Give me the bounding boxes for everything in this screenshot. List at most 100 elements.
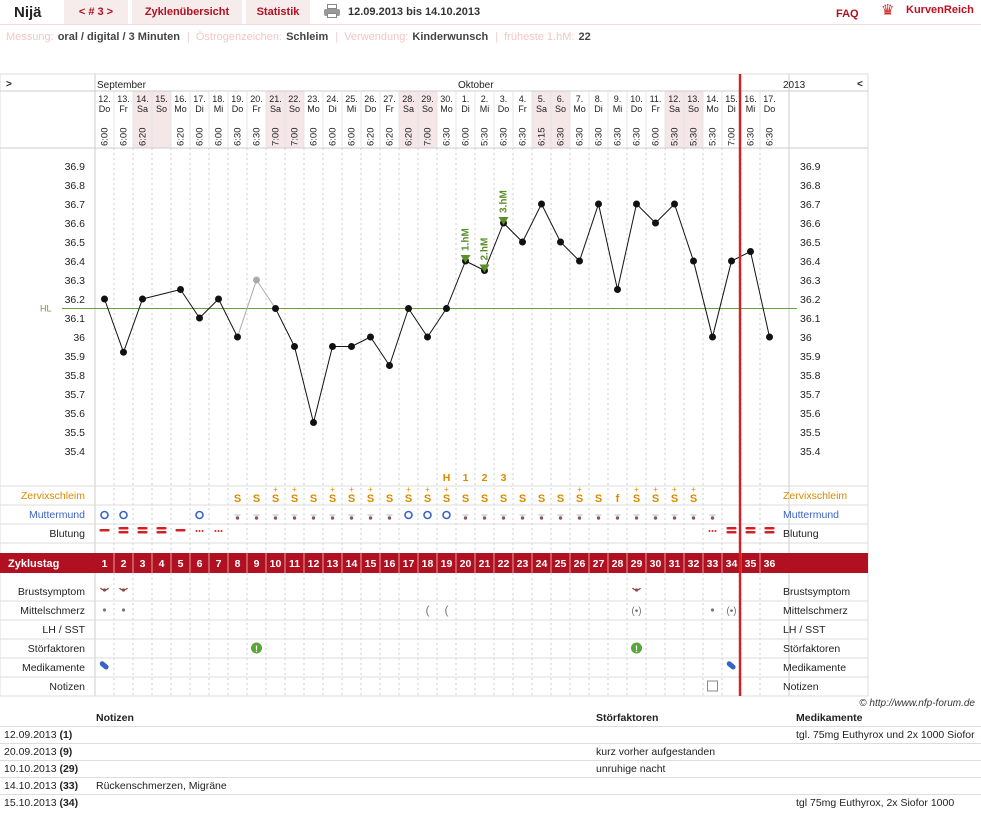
note-day: (34) — [59, 797, 79, 810]
medication-icon — [726, 661, 736, 670]
y-tick-label-right: 35.9 — [800, 351, 821, 363]
temp-point — [101, 295, 108, 303]
time-label: 6:30 — [556, 128, 567, 147]
nav-right-button[interactable]: < — [857, 79, 863, 90]
weekday-label: Di — [461, 104, 470, 114]
weekday-label: Mi — [347, 104, 357, 114]
mucus-plus: + — [577, 485, 582, 494]
cycle-day-number: 5 — [178, 558, 184, 570]
weekday-label: Do — [232, 104, 244, 114]
spotting-dot — [201, 530, 204, 532]
date-label: 16. — [174, 94, 187, 104]
date-label: 21. — [269, 94, 282, 104]
spotting-dot — [711, 530, 714, 532]
table-row: 20.09.2013 (9) kurz vorher aufgestanden — [0, 743, 981, 761]
weekday-label: Di — [727, 104, 736, 114]
date-range: 12.09.2013 bis 14.10.2013 — [348, 6, 481, 18]
factor-icon — [251, 642, 262, 654]
time-label: 6:00 — [461, 128, 472, 147]
cycle-day-number: 7 — [216, 558, 222, 570]
cycle-day-number: 1 — [102, 558, 108, 570]
pain-left-icon: ( — [426, 603, 430, 617]
temp-line — [256, 279, 276, 309]
weekday-label: Fr — [385, 104, 394, 114]
weekday-label: Mo — [174, 104, 187, 114]
chart-frame — [0, 73, 869, 697]
temp-point — [215, 295, 222, 303]
time-label: 6:30 — [575, 128, 586, 147]
date-label: 18. — [212, 94, 225, 104]
cycle-day-number: 8 — [235, 558, 241, 570]
high-marker-label: 1.hM — [461, 228, 472, 251]
cervix-dot-icon — [634, 516, 639, 520]
note-text — [92, 743, 592, 761]
y-tick-label: 36.8 — [65, 180, 86, 192]
bleeding-bar — [175, 529, 186, 532]
temp-line — [237, 279, 257, 338]
cycle-day-bar — [0, 553, 868, 573]
spotting-dot — [214, 530, 217, 532]
cycle-day-number: 2 — [121, 558, 127, 570]
tab-cycle-overview[interactable]: Zyklenübersicht — [132, 0, 242, 24]
peak-label: 2 — [482, 472, 488, 484]
temp-line — [712, 260, 732, 338]
brand-logo: KurvenReich — [906, 4, 974, 16]
cervix-open-icon — [100, 510, 109, 520]
date-label: 22. — [288, 94, 301, 104]
measure-key: Messung: — [6, 31, 54, 43]
weekend-shade — [399, 91, 418, 148]
bleeding-bar — [99, 529, 110, 532]
cervix-dot-icon — [311, 516, 316, 520]
temp-point — [747, 248, 754, 255]
cervix-dot-icon — [501, 516, 506, 520]
nav-left-button[interactable]: > — [6, 79, 12, 90]
temp-line — [617, 203, 637, 290]
cycle-day-number: 28 — [612, 558, 624, 570]
bleeding-bar — [764, 531, 775, 534]
cycle-day-number: 14 — [346, 558, 358, 570]
date-label: 17. — [193, 94, 206, 104]
temp-line — [351, 336, 371, 347]
cycle-day-number: 33 — [707, 558, 719, 570]
cycle-day-number: 12 — [308, 558, 320, 570]
time-label: 6:30 — [252, 128, 263, 147]
date-label: 12. — [98, 94, 111, 104]
weekend-shade — [684, 91, 703, 148]
weekday-label: Di — [195, 104, 204, 114]
mucus-symbol: S — [576, 493, 583, 505]
row-label-cervix: Muttermund — [29, 509, 85, 521]
cycle-navigation[interactable]: < # 3 > — [64, 0, 128, 24]
date-label: 20. — [250, 94, 263, 104]
spotting-dot — [198, 530, 201, 532]
spotting-dot — [217, 530, 220, 532]
cervix-dot-icon — [710, 516, 715, 520]
cervix-dot-icon — [254, 516, 259, 520]
mucus-plus: + — [672, 485, 677, 494]
temp-point — [139, 295, 146, 303]
tab-statistics[interactable]: Statistik — [246, 0, 310, 24]
table-row: 15.10.2013 (34) tgl 75mg Euthyrox, 2x Sio… — [0, 794, 981, 812]
temp-line — [674, 203, 694, 262]
mucus-symbol: S — [405, 493, 412, 505]
mucus-plus: + — [653, 485, 658, 494]
temp-line — [484, 222, 504, 271]
cycle-day-number: 18 — [422, 558, 434, 570]
cycle-day-number: 23 — [517, 558, 529, 570]
weekend-shade — [266, 91, 285, 148]
faq-link[interactable]: FAQ — [836, 8, 859, 20]
pain-dot-icon — [121, 608, 126, 612]
mucus-symbol: S — [481, 493, 488, 505]
temp-point — [253, 276, 260, 284]
weekday-label: So — [156, 104, 167, 114]
note-factor: kurz vorher aufgestanden — [592, 743, 792, 761]
date-label: 25. — [345, 94, 358, 104]
weekday-label: Do — [764, 104, 776, 114]
print-icon[interactable] — [324, 4, 340, 18]
temp-line — [370, 336, 390, 366]
hl-label: HL — [40, 304, 52, 314]
mucus-symbol: S — [633, 493, 640, 505]
measure-value: oral / digital / 3 Minuten — [57, 31, 180, 43]
estrogen-key: Östrogenzeichen: — [195, 31, 283, 43]
date-label: 14. — [706, 94, 719, 104]
time-label: 5:30 — [708, 128, 719, 147]
